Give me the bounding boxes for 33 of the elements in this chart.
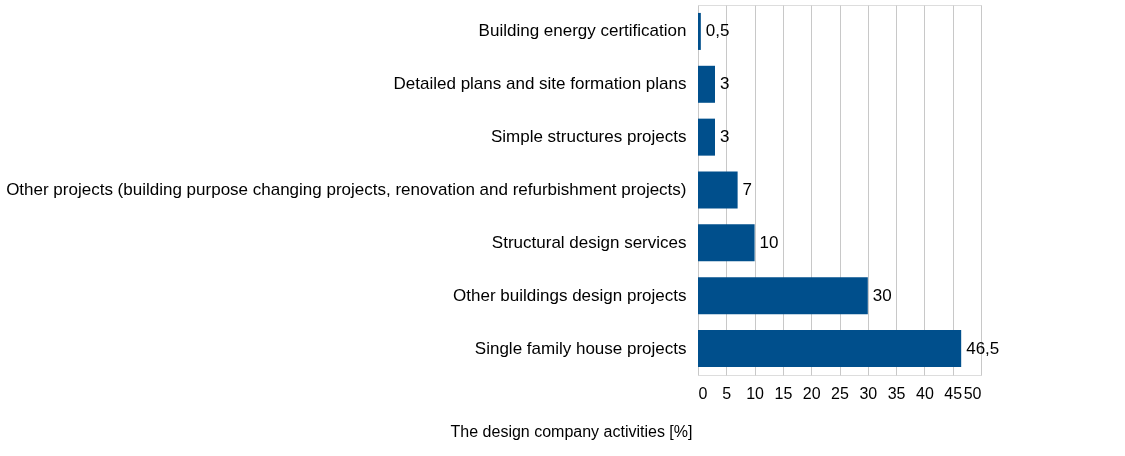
bar <box>698 277 868 315</box>
y-tick-label: Building energy certification <box>478 21 687 41</box>
bar <box>698 171 738 209</box>
x-tick-label: 30 <box>859 384 878 402</box>
data-label: 3 <box>719 127 730 147</box>
x-tick-label: 45 <box>944 384 963 402</box>
data-label: 30 <box>872 285 892 305</box>
data-label: 0,5 <box>705 21 730 41</box>
y-tick-label: Other buildings design projects <box>453 285 687 305</box>
x-tick-label: 10 <box>746 384 765 402</box>
data-label: 46,5 <box>966 338 1000 358</box>
y-tick-label: Single family house projects <box>474 338 687 358</box>
x-axis-title: The design company activities [%] <box>450 422 693 440</box>
y-tick-label: Detailed plans and site formation plans <box>393 74 687 94</box>
bar <box>698 118 715 156</box>
data-label: 3 <box>719 74 730 94</box>
y-tick-label: Simple structures projects <box>490 127 687 147</box>
y-tick-label: Structural design services <box>491 232 687 252</box>
x-tick-label: 50 <box>963 384 982 402</box>
x-tick-label: 35 <box>887 384 906 402</box>
x-tick-label: 25 <box>831 384 849 402</box>
x-tick-label: 0 <box>698 384 708 402</box>
bar <box>698 330 962 368</box>
x-tick-label: 5 <box>722 384 732 402</box>
x-tick-label: 15 <box>774 384 793 402</box>
bar <box>698 12 701 50</box>
data-label: 7 <box>742 180 753 199</box>
x-tick-label: 20 <box>802 384 821 402</box>
bar <box>698 65 715 103</box>
bar <box>698 224 755 262</box>
y-tick-label: Other projects (building purpose changing projects, renovation and refurbishment projects) <box>6 180 687 199</box>
x-tick-label: 40 <box>916 384 934 402</box>
data-label: 10 <box>759 232 779 252</box>
